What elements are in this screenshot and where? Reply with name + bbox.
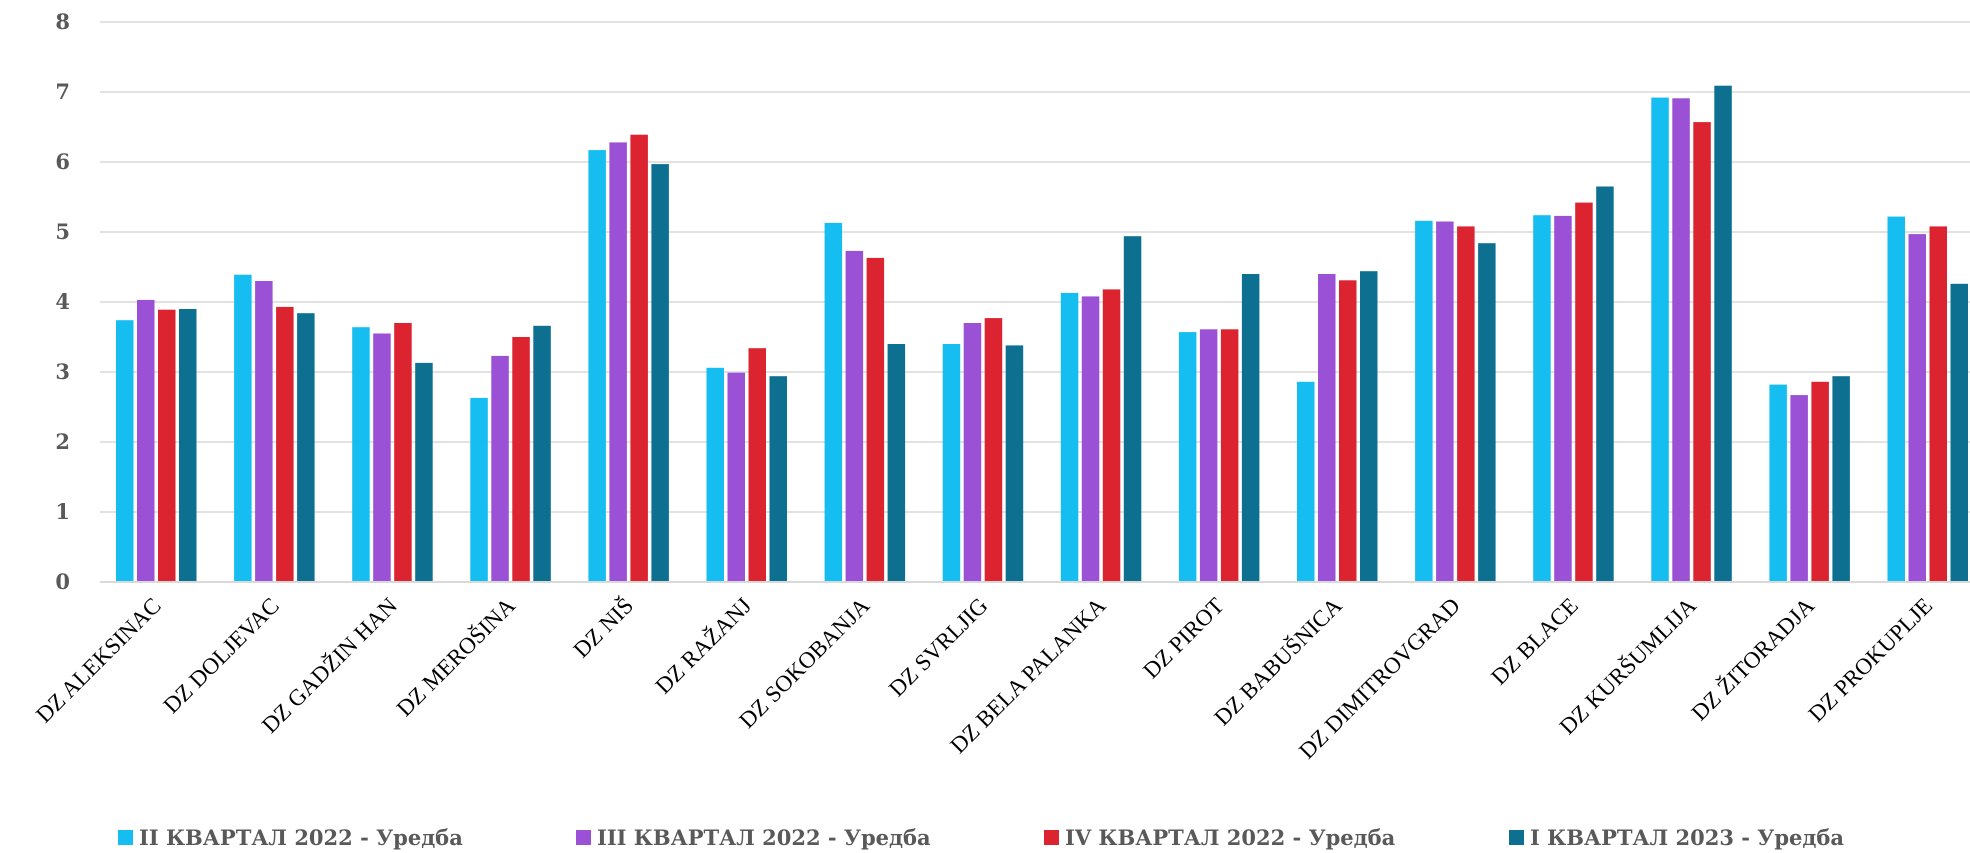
- bar: [1360, 271, 1378, 582]
- bar: [1318, 274, 1336, 582]
- bar: [1832, 376, 1850, 582]
- x-tick-label: DZ PROKUPLJE: [1803, 593, 1937, 727]
- bar: [116, 320, 134, 582]
- bar: [1339, 280, 1357, 582]
- x-tick-label: DZ NIŠ: [568, 592, 638, 662]
- legend-swatch: [118, 830, 133, 845]
- y-axis-ticks: 0 1 2 3 4 5 6 7 8: [55, 9, 70, 594]
- bar: [234, 274, 252, 582]
- legend-label: II КВАРТАЛ 2022 - Уредба: [139, 825, 463, 850]
- legend-swatch: [1509, 830, 1524, 845]
- bar: [470, 397, 488, 582]
- x-tick-label: DZ SVRLJIG: [884, 593, 992, 701]
- bar: [1297, 381, 1315, 582]
- bar: [1790, 395, 1808, 582]
- bar: [255, 281, 273, 582]
- bar: [1060, 292, 1079, 582]
- bar: [1714, 85, 1732, 582]
- bar: [352, 327, 370, 582]
- bar: [1651, 97, 1669, 582]
- bar: [1436, 221, 1454, 582]
- bar: [984, 318, 1003, 582]
- bar: [1554, 215, 1572, 582]
- bar: [158, 309, 176, 582]
- bar: [179, 309, 197, 582]
- x-tick-label: DZ BLACE: [1486, 593, 1583, 690]
- bar: [824, 222, 843, 582]
- bar: [1081, 296, 1100, 582]
- bar: [630, 134, 648, 582]
- bar: [1199, 329, 1218, 582]
- bar: [609, 142, 627, 582]
- bar: [533, 325, 551, 582]
- x-tick-label: DZ MEROŠINA: [391, 592, 520, 721]
- y-tick-label: 8: [55, 9, 70, 34]
- bar: [1123, 236, 1142, 582]
- bar: [1457, 226, 1475, 582]
- bar: [866, 257, 885, 582]
- bar: [1575, 202, 1593, 582]
- bar: [1241, 274, 1260, 582]
- bar: [373, 333, 391, 582]
- bar: [1693, 122, 1711, 582]
- bar: [706, 367, 724, 582]
- bar: [651, 164, 669, 582]
- bar: [297, 313, 315, 582]
- bars: [116, 85, 1968, 583]
- x-tick-label: DZ RAŽANJ: [651, 593, 757, 699]
- y-tick-label: 4: [55, 289, 70, 314]
- y-tick-label: 3: [55, 359, 70, 384]
- x-tick-label: DZ DOLJEVAC: [159, 593, 284, 718]
- legend-swatch: [576, 830, 591, 845]
- legend-label: IV КВАРТАЛ 2022 - Уредба: [1065, 825, 1396, 850]
- bar: [769, 376, 787, 582]
- y-tick-label: 5: [55, 219, 70, 244]
- x-tick-label: DZ ALEKSINAC: [31, 593, 166, 728]
- bar: [137, 299, 155, 582]
- y-tick-label: 1: [55, 499, 70, 524]
- bar: [1102, 289, 1121, 582]
- bar: [276, 306, 294, 582]
- bar: [1478, 243, 1496, 582]
- legend: II КВАРТАЛ 2022 - Уредба III КВАРТАЛ 2022…: [118, 825, 1844, 850]
- bar: [415, 362, 433, 582]
- bar: [1929, 226, 1947, 582]
- y-tick-label: 0: [55, 569, 70, 594]
- legend-swatch: [1044, 830, 1059, 845]
- x-tick-label: DZ PIROT: [1138, 593, 1228, 683]
- bar: [887, 344, 906, 582]
- bar: [588, 150, 606, 582]
- y-tick-label: 2: [55, 429, 70, 454]
- legend-label: I КВАРТАЛ 2023 - Уредба: [1530, 825, 1844, 850]
- bar: [1950, 283, 1968, 582]
- y-tick-label: 7: [55, 79, 70, 104]
- bar: [1672, 98, 1690, 583]
- bar: [1811, 381, 1829, 582]
- bar: [1769, 384, 1787, 582]
- x-tick-label: DZ BABUŠNICA: [1209, 592, 1347, 730]
- bar: [512, 337, 530, 582]
- bar: [942, 344, 961, 582]
- bar: [1533, 215, 1551, 582]
- bar: [1220, 329, 1239, 582]
- bar: [1596, 186, 1614, 582]
- y-tick-label: 6: [55, 149, 70, 174]
- bar: [491, 355, 509, 582]
- bar: [1178, 332, 1197, 582]
- bar: [394, 323, 412, 582]
- bar: [727, 372, 745, 582]
- bar: [1908, 234, 1926, 582]
- legend-label: III КВАРТАЛ 2022 - Уредба: [597, 825, 931, 850]
- bar: [1005, 345, 1024, 582]
- bar: [748, 348, 766, 582]
- x-tick-label: DZ ŽITORADJA: [1687, 593, 1820, 726]
- bar: [1415, 220, 1433, 583]
- bar: [845, 250, 864, 582]
- x-tick-label: DZ SOKOBANJA: [734, 593, 874, 733]
- bar: [963, 323, 982, 582]
- bar: [1887, 216, 1905, 582]
